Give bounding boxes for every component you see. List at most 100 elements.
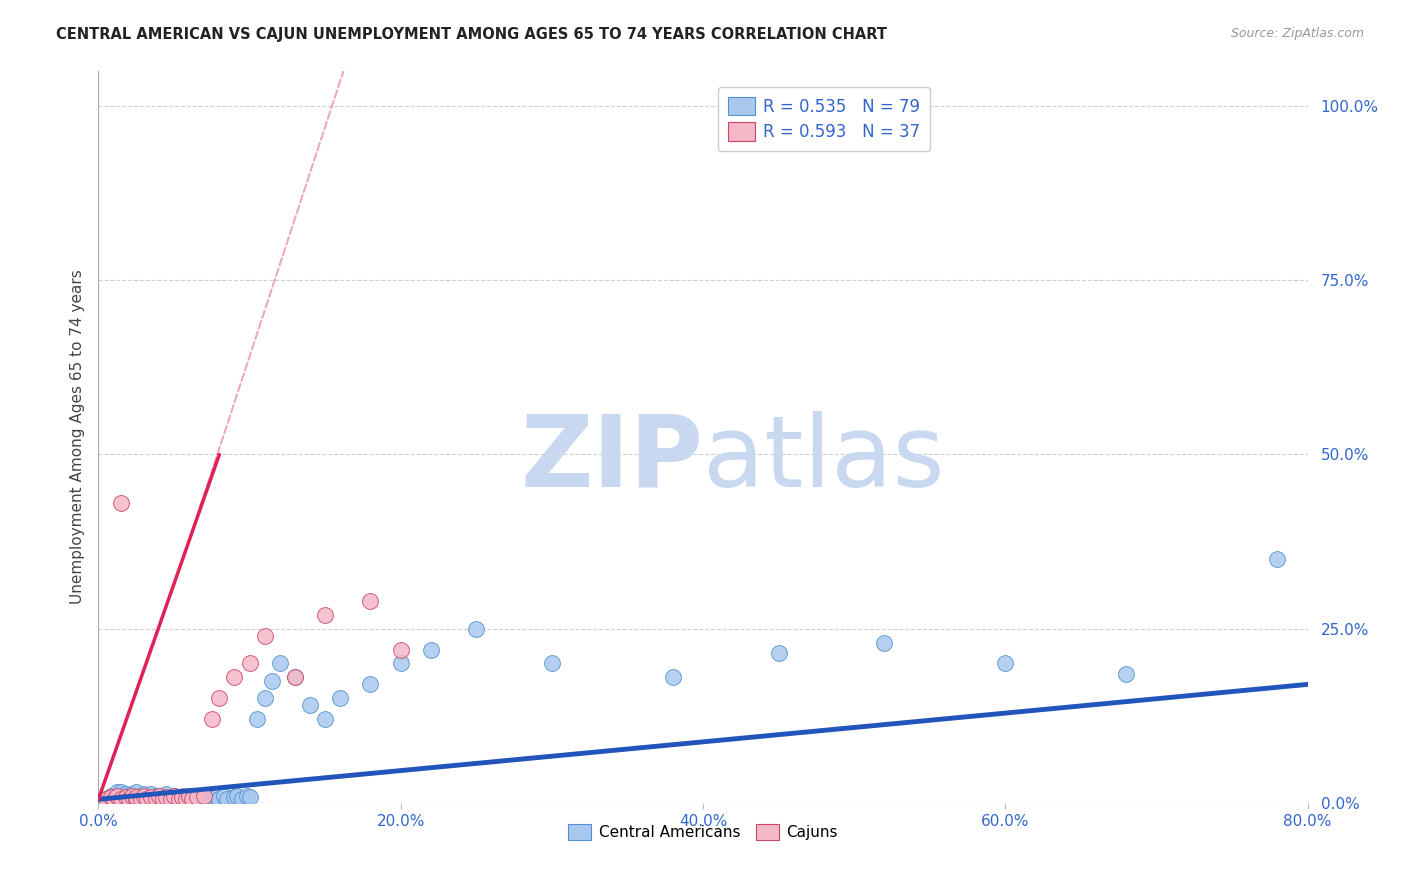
Point xyxy=(167,792,190,806)
Point xyxy=(253,691,276,706)
Point xyxy=(239,790,262,805)
Point xyxy=(118,789,141,803)
Point xyxy=(148,792,170,806)
Point xyxy=(314,607,336,622)
Point xyxy=(284,670,307,684)
Point xyxy=(114,792,136,806)
Point xyxy=(121,789,143,803)
Point xyxy=(145,789,167,803)
Text: CENTRAL AMERICAN VS CAJUN UNEMPLOYMENT AMONG AGES 65 TO 74 YEARS CORRELATION CHA: CENTRAL AMERICAN VS CAJUN UNEMPLOYMENT A… xyxy=(56,27,887,42)
Point xyxy=(170,790,193,805)
Point xyxy=(661,670,683,684)
Point xyxy=(155,788,177,802)
Point xyxy=(125,792,148,806)
Point xyxy=(145,792,167,806)
Point xyxy=(195,789,218,803)
Point xyxy=(159,792,181,806)
Point xyxy=(172,789,194,803)
Point xyxy=(201,712,224,726)
Point xyxy=(181,792,204,806)
Point xyxy=(465,622,488,636)
Point xyxy=(105,785,128,799)
Text: atlas: atlas xyxy=(703,410,945,508)
Point xyxy=(148,789,170,803)
Text: Source: ZipAtlas.com: Source: ZipAtlas.com xyxy=(1230,27,1364,40)
Point xyxy=(329,691,352,706)
Point xyxy=(141,792,163,806)
Point xyxy=(193,789,215,803)
Point xyxy=(129,789,152,803)
Point xyxy=(193,792,215,806)
Point xyxy=(208,691,231,706)
Point xyxy=(1267,552,1289,566)
Point xyxy=(420,642,443,657)
Point xyxy=(179,792,201,806)
Point xyxy=(253,629,276,643)
Point xyxy=(148,789,170,803)
Point xyxy=(163,792,186,806)
Point xyxy=(118,792,141,806)
Legend: Central Americans, Cajuns: Central Americans, Cajuns xyxy=(562,818,844,847)
Point xyxy=(188,792,211,806)
Point xyxy=(224,790,246,805)
Point xyxy=(170,792,193,806)
Point xyxy=(143,792,166,806)
Text: ZIP: ZIP xyxy=(520,410,703,508)
Point xyxy=(121,792,143,806)
Point xyxy=(141,788,163,802)
Point xyxy=(110,790,132,805)
Point xyxy=(389,642,412,657)
Point xyxy=(118,792,141,806)
Point xyxy=(122,792,145,806)
Point xyxy=(103,792,125,806)
Point xyxy=(128,792,150,806)
Point xyxy=(226,789,249,803)
Y-axis label: Unemployment Among Ages 65 to 74 years: Unemployment Among Ages 65 to 74 years xyxy=(69,269,84,605)
Point xyxy=(208,792,231,806)
Point xyxy=(360,594,382,608)
Point xyxy=(179,789,201,803)
Point xyxy=(132,789,155,803)
Point xyxy=(215,792,238,806)
Point xyxy=(129,792,152,806)
Point xyxy=(114,790,136,805)
Point xyxy=(105,789,128,803)
Point xyxy=(235,789,257,803)
Point xyxy=(125,790,148,805)
Point xyxy=(190,790,212,805)
Point xyxy=(205,790,228,805)
Point xyxy=(768,646,790,660)
Point xyxy=(163,789,186,803)
Point xyxy=(132,788,155,802)
Point xyxy=(174,792,197,806)
Point xyxy=(1115,667,1137,681)
Point xyxy=(212,789,235,803)
Point xyxy=(389,657,412,671)
Point xyxy=(314,712,336,726)
Point xyxy=(540,657,562,671)
Point xyxy=(136,790,159,805)
Point xyxy=(186,792,208,806)
Point xyxy=(183,790,205,805)
Point xyxy=(174,792,197,806)
Point xyxy=(155,792,177,806)
Point xyxy=(132,792,155,806)
Point xyxy=(299,698,322,713)
Point xyxy=(141,790,163,805)
Point xyxy=(360,677,382,691)
Point xyxy=(246,712,269,726)
Point xyxy=(94,792,117,806)
Point xyxy=(224,670,246,684)
Point xyxy=(121,788,143,802)
Point xyxy=(110,496,132,510)
Point xyxy=(160,790,183,805)
Point xyxy=(100,790,122,805)
Point xyxy=(110,785,132,799)
Point xyxy=(181,792,204,806)
Point xyxy=(152,792,174,806)
Point xyxy=(873,635,896,649)
Point xyxy=(152,790,174,805)
Point xyxy=(160,792,183,806)
Point xyxy=(110,792,132,806)
Point xyxy=(163,789,186,803)
